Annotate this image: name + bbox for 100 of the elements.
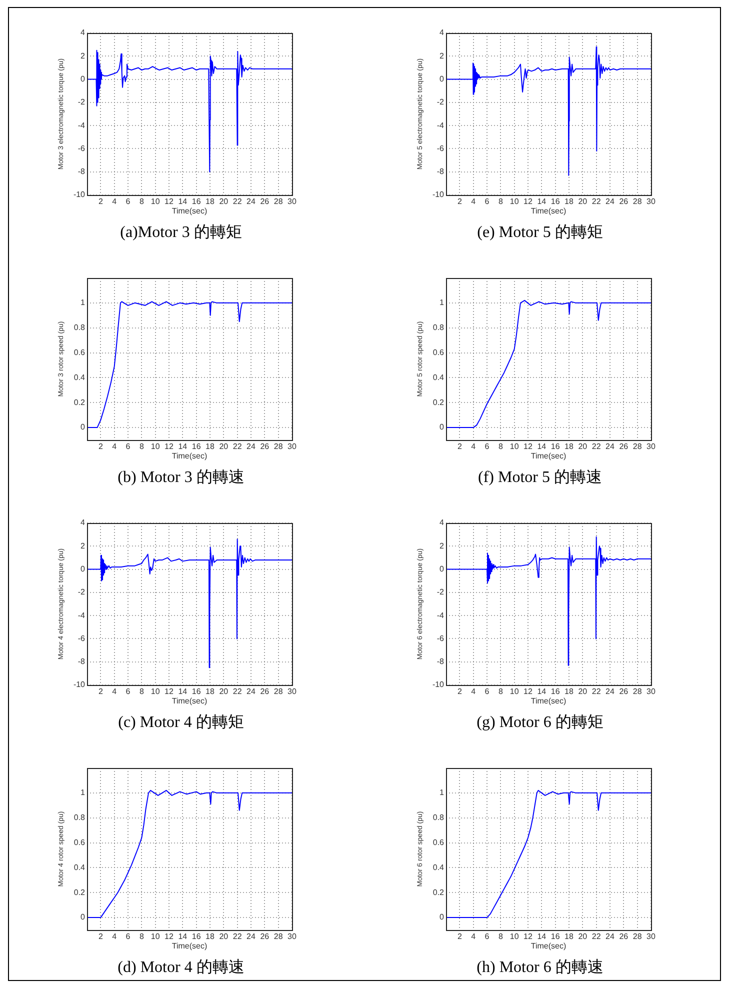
x-tick-label: 12	[524, 442, 533, 452]
x-tick-label: 24	[606, 932, 615, 942]
y-tick-label: 0.4	[74, 862, 86, 872]
y-tick-label: 2	[440, 51, 445, 60]
x-tick-label: 20	[219, 197, 229, 206]
x-tick-label: 14	[178, 687, 188, 696]
x-tick-label: 16	[192, 442, 202, 452]
x-tick-label: 8	[498, 687, 504, 696]
y-tick-label: -4	[78, 120, 86, 130]
text: (h) Motor 6 的轉速	[476, 959, 604, 977]
text: (a)Motor 3 的轉矩	[119, 224, 243, 242]
x-tick-label: 26	[260, 442, 270, 452]
x-tick-label: 6	[484, 687, 490, 696]
x-tick-label: 24	[246, 197, 256, 206]
y-tick-label: 0.6	[432, 838, 445, 847]
x-tick-label: 22	[232, 687, 242, 696]
x-tick-label: 8	[498, 442, 504, 452]
y-tick-label: 0.8	[74, 323, 86, 332]
y-tick-label: -10	[73, 680, 86, 690]
x-tick-label: 28	[632, 442, 642, 452]
y-tick-label: 0.6	[74, 838, 86, 847]
x-tick-label: 4	[471, 687, 476, 696]
y-tick-label: -6	[78, 144, 86, 153]
x-tick-label: 18	[564, 197, 574, 206]
y-tick-label: -4	[436, 120, 445, 130]
x-tick-label: 24	[606, 197, 615, 206]
x-tick-label: 14	[537, 932, 547, 942]
y-tick-label: -2	[78, 588, 86, 597]
text: (e) Motor 5 的轉矩	[476, 224, 604, 242]
x-tick-label: 6	[126, 197, 131, 206]
x-tick-label: 30	[288, 197, 297, 206]
x-tick-label: 18	[564, 932, 574, 942]
y-tick-label: 0	[80, 564, 86, 574]
x-tick-label: 14	[537, 442, 547, 452]
x-axis-title: Time(sec)	[530, 941, 566, 950]
x-tick-label: 26	[619, 197, 629, 206]
x-tick-label: 28	[274, 442, 284, 452]
x-tick-label: 10	[150, 687, 160, 696]
x-tick-label: 12	[524, 197, 533, 206]
x-tick-label: 18	[564, 442, 574, 452]
x-tick-label: 26	[619, 687, 629, 696]
x-tick-label: 8	[139, 197, 144, 206]
x-tick-label: 12	[524, 932, 533, 942]
x-tick-label: 6	[126, 442, 131, 452]
x-tick-label: 4	[471, 197, 476, 206]
x-tick-label: 18	[206, 442, 215, 452]
y-tick-label: 0	[440, 564, 445, 574]
x-tick-label: 16	[550, 687, 560, 696]
x-tick-label: 20	[578, 197, 588, 206]
x-axis-title: Time(sec)	[172, 696, 208, 706]
x-tick-label: 22	[592, 687, 602, 696]
x-axis-title: Time(sec)	[172, 206, 208, 216]
y-tick-label: 4	[80, 28, 86, 38]
text: (f) Motor 5 的轉速	[477, 469, 603, 487]
x-tick-label: 10	[510, 442, 520, 452]
y-tick-label: 4	[80, 518, 86, 528]
y-tick-label: 0	[80, 74, 86, 84]
y-tick-label: 0.2	[432, 888, 445, 897]
y-tick-label: 0.4	[432, 862, 445, 872]
y-tick-label: 2	[80, 541, 86, 550]
x-tick-label: 24	[246, 932, 256, 942]
x-tick-label: 26	[260, 687, 270, 696]
x-tick-label: 28	[274, 197, 284, 206]
x-tick-label: 16	[550, 197, 560, 206]
y-tick-label: 0	[440, 74, 445, 84]
x-tick-label: 8	[139, 687, 144, 696]
x-axis-title: Time(sec)	[172, 451, 208, 460]
x-tick-label: 28	[632, 687, 642, 696]
y-tick-label: -10	[73, 190, 86, 200]
x-tick-label: 20	[219, 442, 229, 452]
y-tick-label: -8	[78, 657, 86, 666]
y-tick-label: -10	[432, 190, 445, 200]
x-tick-label: 16	[550, 932, 560, 942]
x-tick-label: 14	[178, 197, 188, 206]
text: (d) Motor 4 的轉速	[116, 959, 246, 977]
x-tick-label: 28	[274, 932, 284, 942]
x-tick-label: 30	[288, 687, 297, 696]
x-tick-label: 30	[288, 932, 297, 942]
x-tick-label: 8	[139, 442, 144, 452]
x-tick-label: 8	[498, 197, 504, 206]
y-tick-label: 2	[440, 541, 445, 550]
x-tick-label: 6	[484, 197, 490, 206]
y-tick-label: 2	[80, 51, 86, 60]
text: (g) Motor 6 的轉矩	[476, 714, 604, 732]
x-tick-label: 6	[484, 932, 490, 942]
x-tick-label: 2	[98, 687, 104, 696]
x-tick-label: 2	[98, 197, 104, 206]
x-tick-label: 30	[646, 687, 656, 696]
y-tick-label: 4	[440, 518, 445, 528]
x-tick-label: 2	[457, 687, 462, 696]
x-tick-label: 30	[646, 442, 656, 452]
x-tick-label: 12	[524, 687, 533, 696]
y-tick-label: 0.8	[74, 813, 86, 822]
x-tick-label: 24	[246, 687, 256, 696]
x-tick-label: 22	[592, 932, 602, 942]
x-tick-label: 12	[164, 687, 174, 696]
x-tick-label: 28	[632, 197, 642, 206]
x-tick-label: 30	[288, 442, 297, 452]
y-tick-label: -6	[78, 634, 86, 643]
x-tick-label: 18	[206, 197, 215, 206]
